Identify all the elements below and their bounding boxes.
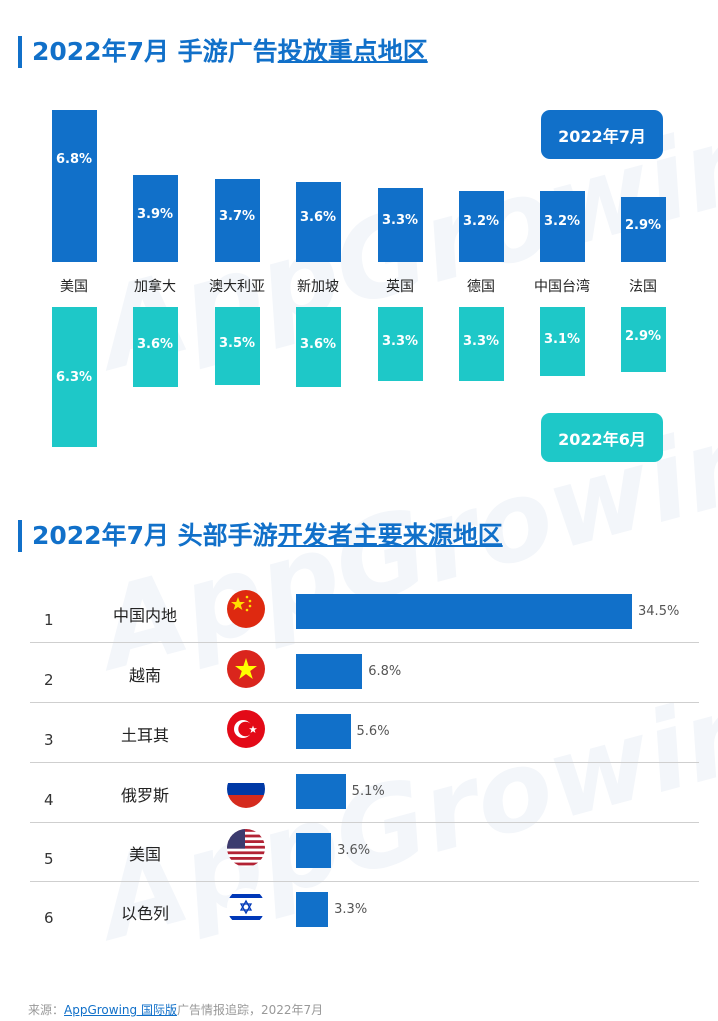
bar-label-june: 3.6% xyxy=(136,337,174,353)
bar-june xyxy=(540,307,585,377)
bar-label-july: 2.9% xyxy=(624,217,662,233)
row-divider xyxy=(30,881,699,882)
turkey-flag-icon xyxy=(227,710,265,748)
bar-july xyxy=(215,179,260,262)
bar-june xyxy=(459,307,504,381)
legend-july: 2022年7月 xyxy=(541,110,663,159)
bar xyxy=(296,774,346,809)
bar-label-june: 3.6% xyxy=(299,337,337,353)
bar-label-june: 2.9% xyxy=(624,329,662,345)
bar-june xyxy=(621,307,666,372)
bar-label-june: 6.3% xyxy=(55,370,93,385)
title-underlined: 投放重点地区 xyxy=(277,37,428,66)
bar xyxy=(296,594,633,629)
region-name: 土耳其 xyxy=(120,726,169,745)
region-name: 美国 xyxy=(128,845,161,864)
bar-label-june: 3.3% xyxy=(381,333,419,349)
category-label: 澳大利亚 xyxy=(209,279,265,295)
bar-label-july: 3.2% xyxy=(543,214,581,230)
bar-june xyxy=(378,307,423,381)
row-divider xyxy=(30,762,699,763)
category-label: 美国 xyxy=(60,279,88,295)
rank: 6 xyxy=(44,909,54,927)
row-divider xyxy=(30,822,699,823)
region-name: 俄罗斯 xyxy=(120,786,169,805)
china-flag-icon xyxy=(227,590,265,628)
bar-value-label: 5.6% xyxy=(356,724,390,739)
bar-july xyxy=(459,190,504,262)
bar-june xyxy=(296,307,341,388)
bar-june xyxy=(52,307,97,448)
bar-july xyxy=(52,110,97,262)
rank: 1 xyxy=(44,611,54,629)
bar-label-july: 3.9% xyxy=(136,206,174,222)
bar-value-label: 5.1% xyxy=(351,784,385,799)
chart2-title: 2022年7月 头部手游开发者主要来源地区 xyxy=(18,520,503,552)
category-label: 法国 xyxy=(629,279,657,295)
title-underlined: 开发者主要来源地区 xyxy=(277,521,503,550)
bar-label-june: 3.3% xyxy=(462,333,500,349)
footer-link[interactable]: AppGrowing 国际版 xyxy=(64,1003,177,1017)
bar-july xyxy=(378,188,423,262)
bar-july xyxy=(133,175,178,262)
bar xyxy=(296,714,351,749)
bar-value-label: 34.5% xyxy=(638,604,680,619)
bar-label-june: 3.1% xyxy=(543,331,581,347)
bar-july xyxy=(540,190,585,262)
russia-flag-icon xyxy=(227,770,265,808)
bar xyxy=(296,892,329,927)
usa-flag-icon xyxy=(227,829,265,867)
bar-label-june: 3.5% xyxy=(218,336,256,352)
title-prefix: 2022年7月 头部手游 xyxy=(32,521,278,550)
israel-flag-icon xyxy=(227,888,265,926)
bar-value-label: 6.8% xyxy=(368,664,402,679)
region-name: 以色列 xyxy=(120,904,169,923)
legend-june: 2022年6月 xyxy=(541,413,663,462)
footer-prefix: 来源： xyxy=(28,1003,65,1017)
bar-july xyxy=(296,181,341,262)
category-label: 英国 xyxy=(386,279,414,295)
category-label: 新加坡 xyxy=(297,279,339,295)
footer-suffix: 广告情报追踪，2022年7月 xyxy=(176,1003,324,1017)
region-name: 中国内地 xyxy=(112,606,177,625)
category-label: 加拿大 xyxy=(134,279,176,295)
title-prefix: 2022年7月 手游广告 xyxy=(32,37,278,66)
bar xyxy=(296,833,332,868)
category-label: 中国台湾 xyxy=(534,279,590,295)
footer: 来源：AppGrowing 国际版广告情报追踪，2022年7月 xyxy=(28,1001,323,1018)
region-name: 越南 xyxy=(128,666,161,685)
bar-label-july: 3.3% xyxy=(381,213,419,229)
category-label: 德国 xyxy=(467,279,495,295)
vietnam-flag-icon xyxy=(227,650,265,688)
bar-label-july: 3.7% xyxy=(218,208,256,224)
rank: 4 xyxy=(44,791,54,809)
row-divider xyxy=(30,702,699,703)
bar-june xyxy=(215,307,260,386)
rank: 5 xyxy=(44,850,54,868)
bar-label-july: 3.6% xyxy=(299,209,337,225)
rank: 3 xyxy=(44,731,54,749)
bar-july xyxy=(621,197,666,262)
bar-label-july: 3.2% xyxy=(462,214,500,230)
bar xyxy=(296,654,363,689)
bar-value-label: 3.6% xyxy=(337,843,371,858)
row-divider xyxy=(30,642,699,643)
bar-value-label: 3.3% xyxy=(334,902,368,917)
bar-label-july: 6.8% xyxy=(55,152,93,168)
rank: 2 xyxy=(44,671,54,689)
bar-june xyxy=(133,307,178,388)
chart1-title: 2022年7月 手游广告投放重点地区 xyxy=(18,36,428,68)
